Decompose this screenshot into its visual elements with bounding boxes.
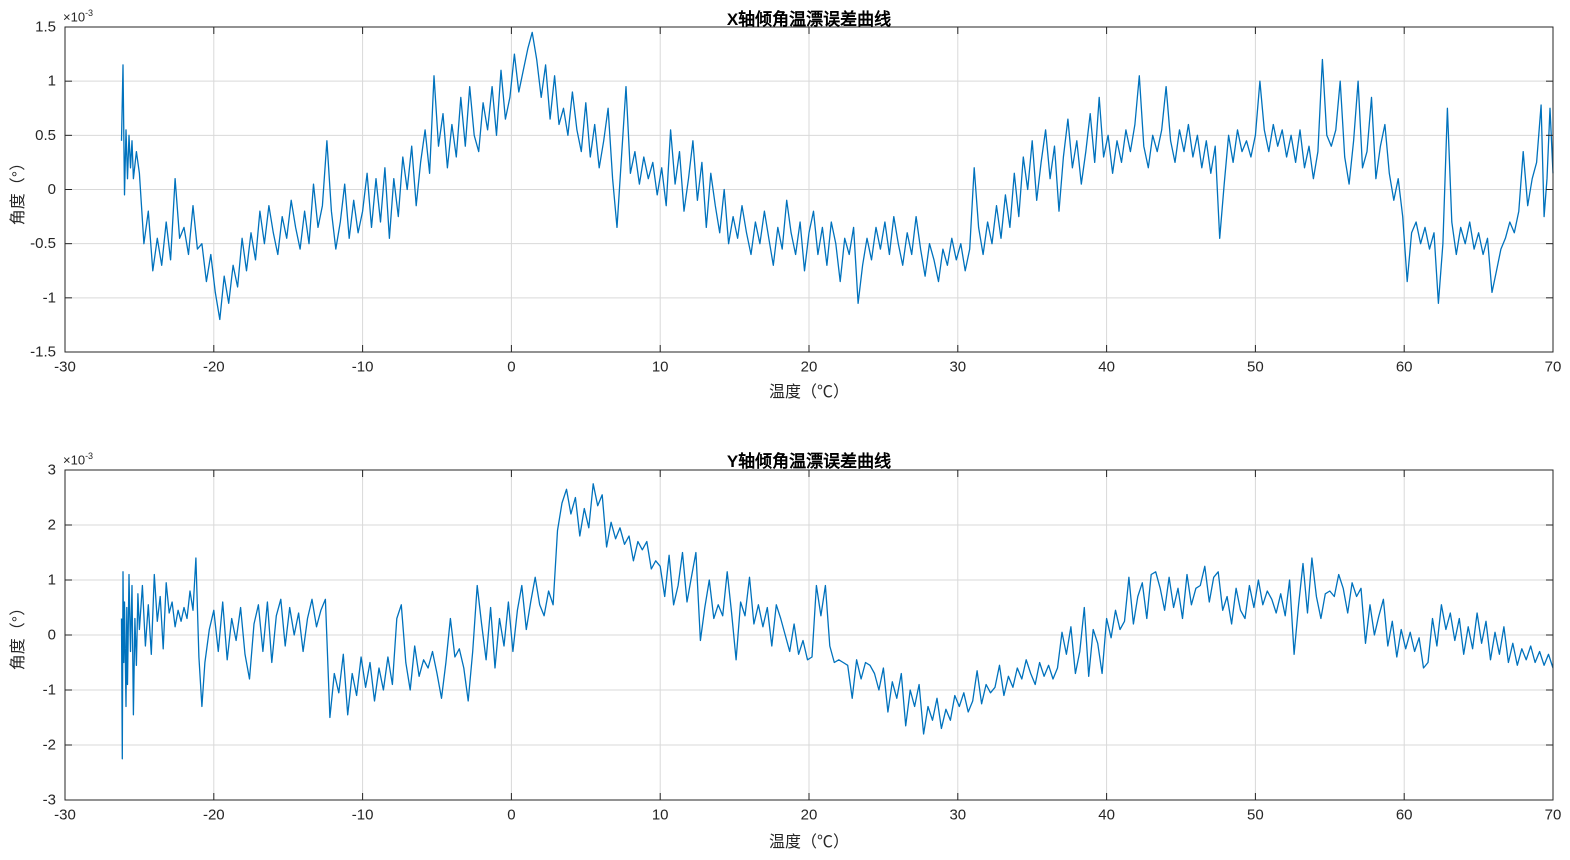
chart1-y-tick-label: 0.5 bbox=[35, 127, 56, 144]
chart2-x-tick-label: 0 bbox=[507, 806, 515, 823]
chart2-y-tick-label: -2 bbox=[43, 737, 56, 754]
chart2-x-tick-label: -30 bbox=[54, 806, 76, 823]
chart1-x-tick-label: 10 bbox=[652, 358, 669, 375]
chart2-y-exponent: ×10-3 bbox=[63, 451, 93, 467]
chart1-title: X轴倾角温漂误差曲线 bbox=[726, 10, 892, 29]
chart1-x-tick-label: -20 bbox=[203, 358, 225, 375]
chart2-y-exponent-power: -3 bbox=[85, 451, 94, 461]
chart2-title: Y轴倾角温漂误差曲线 bbox=[726, 452, 892, 471]
chart2-xlabel: 温度（℃） bbox=[768, 834, 850, 851]
chart2-y-exponent-base: ×10 bbox=[63, 452, 86, 468]
chart1-xlabel: 温度（℃） bbox=[768, 384, 850, 401]
chart2-y-tick-label: 1 bbox=[48, 572, 56, 589]
chart2-ylabel: 角度（°） bbox=[10, 599, 27, 671]
chart1-x-tick-label: 50 bbox=[1247, 358, 1264, 375]
chart2-y-tick-label: 3 bbox=[48, 462, 56, 479]
chart2-x-tick-label: 40 bbox=[1098, 806, 1115, 823]
chart1-x-tick-label: 70 bbox=[1545, 358, 1562, 375]
chart2-y-tick-label: 0 bbox=[48, 627, 56, 644]
chart1-x-tick-label: 60 bbox=[1396, 358, 1413, 375]
chart2-x-tick-label: 70 bbox=[1545, 806, 1562, 823]
chart1-x-tick-label: 30 bbox=[949, 358, 966, 375]
chart1-x-tick-label: -10 bbox=[352, 358, 374, 375]
chart1-ylabel: 角度（°） bbox=[10, 154, 27, 226]
chart2-x-tick-label: 30 bbox=[949, 806, 966, 823]
chart2-x-tick-label: 60 bbox=[1396, 806, 1413, 823]
chart1-y-exponent: ×10-3 bbox=[63, 8, 93, 24]
chart2-series-line bbox=[120, 483, 1554, 760]
chart2-x-tick-label: 10 bbox=[652, 806, 669, 823]
chart1-y-tick-label: -0.5 bbox=[30, 235, 56, 252]
chart1-x-tick-label: 40 bbox=[1098, 358, 1115, 375]
chart2-y-tick-label: 2 bbox=[48, 517, 56, 534]
chart1-x-tick-label: 20 bbox=[801, 358, 818, 375]
chart2-y-tick-label: -1 bbox=[43, 682, 56, 699]
chart1-y-tick-label: -1 bbox=[43, 289, 56, 306]
chart1-y-tick-label: 0 bbox=[48, 181, 56, 198]
chart1-y-exponent-base: ×10 bbox=[63, 9, 86, 25]
chart2-x-tick-label: -20 bbox=[203, 806, 225, 823]
chart2-x-tick-label: 50 bbox=[1247, 806, 1264, 823]
chart2-x-tick-label: -10 bbox=[352, 806, 374, 823]
chart1-y-exponent-power: -3 bbox=[85, 8, 94, 18]
chart1-y-tick-label: -1.5 bbox=[30, 344, 56, 361]
chart2-y-tick-label: -3 bbox=[43, 792, 56, 809]
chart1-y-tick-label: 1 bbox=[48, 73, 56, 90]
chart1-y-tick-label: 1.5 bbox=[35, 19, 56, 36]
chart1-series-line bbox=[120, 31, 1554, 321]
chart1-x-tick-label: 0 bbox=[507, 358, 515, 375]
chart2-x-tick-label: 20 bbox=[801, 806, 818, 823]
chart1-x-tick-label: -30 bbox=[54, 358, 76, 375]
